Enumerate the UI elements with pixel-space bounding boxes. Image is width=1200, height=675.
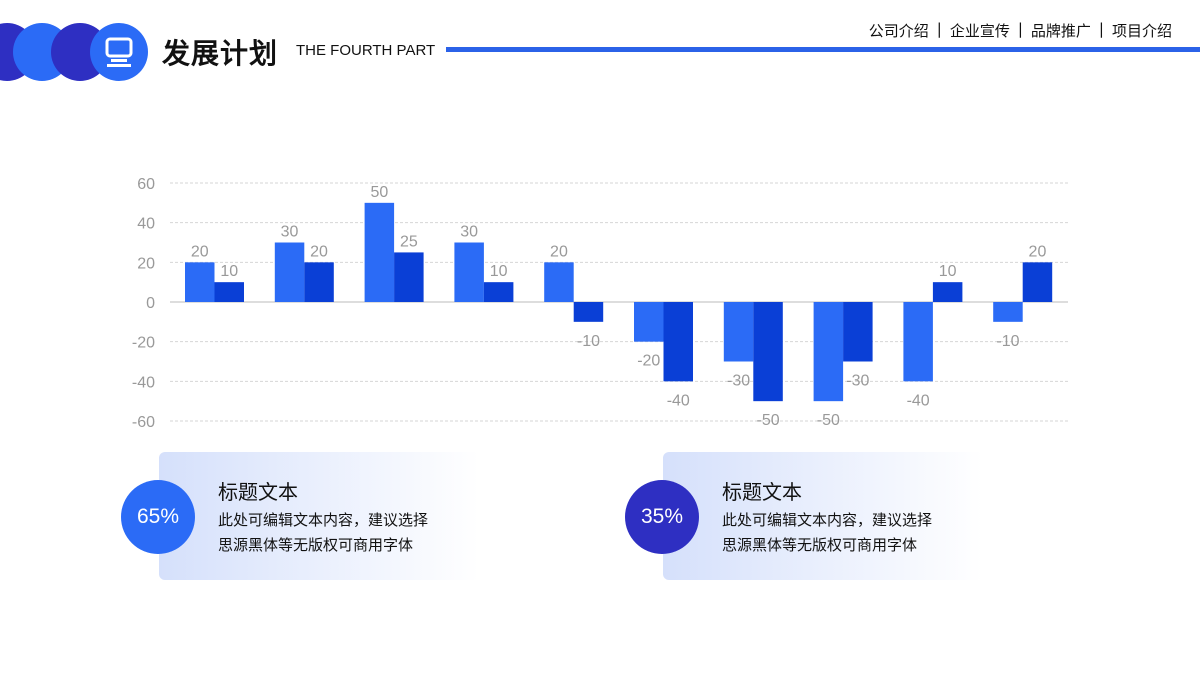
data-label: -30 [846,373,869,390]
info-card [663,452,983,580]
y-tick-label: 20 [137,255,155,272]
desc-line: 思源黑体等无版权可商用字体 [722,536,918,554]
top-nav: 公司介绍 | 企业宣传 | 品牌推广 | 项目介绍 [869,20,1172,41]
percent-badge: 65% [121,480,195,554]
page-subtitle: THE FOURTH PART [296,42,436,59]
y-tick-label: 60 [137,176,155,193]
bar [274,242,305,302]
data-label: -10 [577,333,600,350]
data-label: -40 [907,392,930,409]
desc-line: 此处可编辑文本内容，建议选择 [722,511,933,529]
nav-separator: | [1098,20,1104,38]
percent-badge: 35% [625,480,699,554]
data-label: -30 [727,373,750,390]
y-tick-label: 0 [146,295,155,312]
nav-separator: | [1017,20,1023,38]
header-divider [446,47,1200,52]
data-label: 20 [550,243,568,260]
data-label: -40 [667,392,690,409]
bar [634,302,664,342]
bar [214,282,244,302]
bar [843,302,873,362]
nav-separator: | [936,20,942,38]
desc-line: 此处可编辑文本内容，建议选择 [218,511,429,529]
y-tick-label: 40 [137,216,155,233]
y-tick-label: -40 [132,374,155,391]
data-label: 50 [370,184,388,201]
data-label: 10 [220,263,238,280]
y-tick-label: -60 [132,414,155,431]
monitor-icon [90,23,148,81]
bar [364,202,395,302]
bar [1022,262,1053,302]
card-title: 标题文本 [218,480,298,504]
bar [544,262,574,302]
data-label: 20 [191,243,209,260]
data-label: 30 [281,224,299,241]
bar [932,282,963,302]
bar [663,302,693,382]
data-label: 25 [400,233,418,250]
page-title: 发展计划 [162,37,279,70]
info-card [159,452,479,580]
card-title: 标题文本 [722,480,802,504]
nav-item[interactable]: 品牌推广 [1030,22,1091,40]
data-label: 30 [460,224,478,241]
data-label: -20 [637,353,660,370]
bar [185,262,215,302]
bar [903,302,933,382]
y-tick-label: -20 [132,335,155,352]
bar [304,262,334,302]
bar [454,242,484,302]
nav-item[interactable]: 项目介绍 [1111,22,1172,40]
data-label: 10 [939,263,957,280]
data-label: -50 [756,412,779,429]
data-label: 20 [310,243,328,260]
bar [813,302,844,402]
desc-line: 思源黑体等无版权可商用字体 [218,536,414,554]
nav-item[interactable]: 企业宣传 [949,22,1010,40]
bar [723,302,754,362]
nav-item[interactable]: 公司介绍 [868,22,929,40]
data-label: 10 [490,263,508,280]
bar [573,302,604,322]
card-description: 此处可编辑文本内容，建议选择 思源黑体等无版权可商用字体 [218,508,478,558]
bar [753,302,783,402]
data-label: -50 [817,412,840,429]
bar [394,252,424,302]
bar [483,282,514,302]
card-description: 此处可编辑文本内容，建议选择 思源黑体等无版权可商用字体 [722,508,982,558]
data-label: -10 [996,333,1019,350]
bar [993,302,1023,322]
bar-chart: 60 40 20 0 -20 -40 -60 20 10 30 20 50 25 30 10 20 -10 -20… [132,176,1068,431]
data-label: 20 [1029,243,1047,260]
